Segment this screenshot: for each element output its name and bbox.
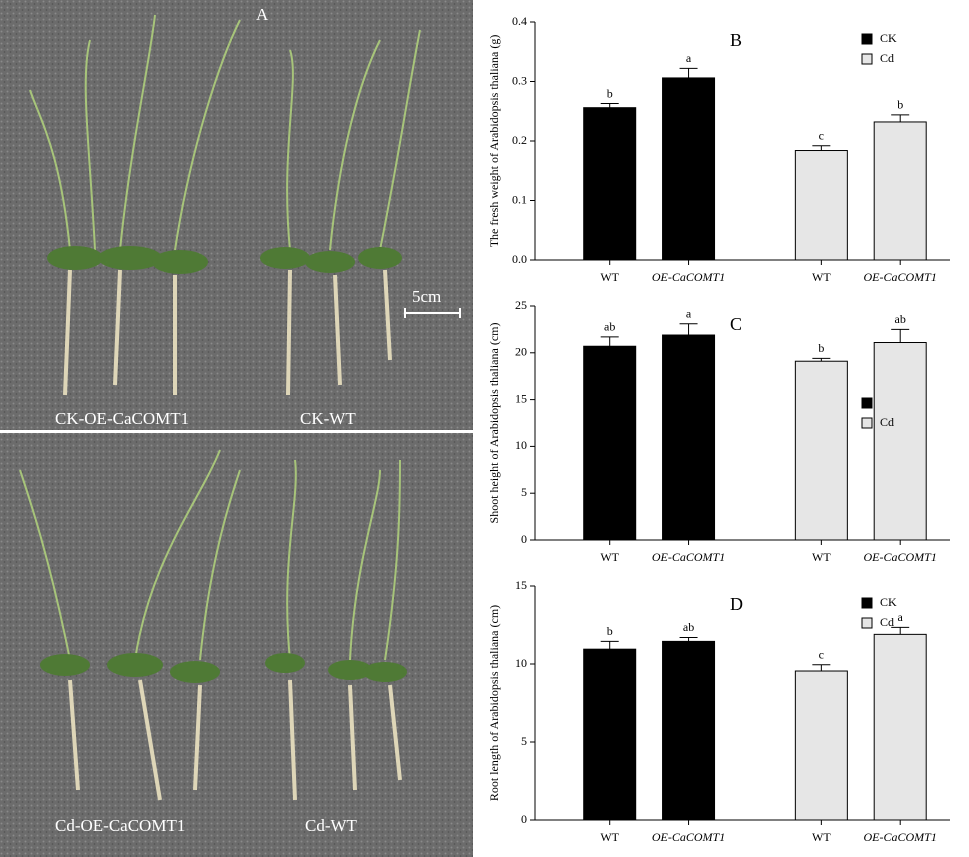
error-bar — [600, 103, 619, 108]
error-bar — [600, 336, 619, 347]
significance-letter: b — [897, 98, 903, 112]
y-axis-label: Shoot height of Arabidopsis thaliana (cm… — [487, 323, 501, 524]
legend-swatch — [861, 617, 873, 629]
error-bar — [812, 145, 831, 151]
y-axis-label: The fresh weight of Arabidopsis thaliana… — [487, 35, 501, 248]
x-tick-label: WT — [812, 830, 831, 844]
error-bar — [679, 323, 698, 336]
y-tick-label: 25 — [515, 298, 527, 312]
error-bar — [812, 664, 831, 672]
legend-label: Cd — [880, 615, 894, 629]
y-tick-label: 0.3 — [512, 73, 527, 87]
bar — [583, 648, 637, 821]
y-tick-label: 5 — [521, 485, 527, 499]
legend-label: CK — [880, 31, 897, 45]
significance-letter: c — [819, 129, 824, 143]
caption: Cd-OE-CaCOMT1 — [55, 816, 185, 835]
legend-label: CK — [880, 595, 897, 609]
significance-letter: ab — [895, 312, 906, 326]
bar — [662, 334, 716, 541]
caption: Cd-WT — [305, 816, 358, 835]
y-tick-label: 20 — [515, 345, 527, 359]
legend-swatch — [861, 417, 873, 429]
legend-swatch — [861, 397, 873, 409]
significance-letter: b — [818, 341, 824, 355]
error-bar — [679, 67, 698, 78]
x-tick-label: OE-CaCOMT1 — [652, 550, 725, 564]
bar — [583, 345, 637, 541]
y-tick-label: 10 — [515, 656, 527, 670]
x-tick-label: OE-CaCOMT1 — [652, 270, 725, 284]
panel-label: C — [730, 314, 742, 334]
legend-label: Cd — [880, 51, 894, 65]
significance-letter: b — [607, 624, 613, 638]
y-tick-label: 15 — [515, 578, 527, 592]
error-bar — [600, 640, 619, 650]
photo: A 5cm CK-OE-CaCOMT1 CK-WT Cd-OE-CaCOMT1 … — [0, 0, 473, 857]
x-tick-label: WT — [600, 550, 619, 564]
legend-swatch — [861, 597, 873, 609]
legend-label: Cd — [880, 415, 894, 429]
error-bar — [812, 357, 831, 362]
x-tick-label: WT — [600, 830, 619, 844]
significance-letter: ab — [604, 320, 615, 334]
y-tick-label: 0.0 — [512, 252, 527, 266]
significance-letter: a — [686, 307, 692, 321]
bar — [662, 640, 716, 821]
y-tick-label: 0 — [521, 532, 527, 546]
error-bar — [891, 328, 910, 343]
significance-letter: a — [686, 51, 692, 65]
x-tick-label: WT — [812, 270, 831, 284]
error-bar — [891, 114, 910, 122]
y-tick-label: 0.4 — [512, 14, 527, 28]
x-tick-label: OE-CaCOMT1 — [864, 550, 937, 564]
scale-bar-label: 5cm — [412, 287, 441, 306]
bar — [873, 633, 927, 821]
x-tick-label: OE-CaCOMT1 — [864, 270, 937, 284]
panel-label: A — [256, 5, 269, 24]
bar — [794, 150, 848, 261]
y-tick-label: 15 — [515, 391, 527, 405]
legend-swatch — [861, 53, 873, 65]
error-bar — [891, 626, 910, 635]
bar — [873, 121, 927, 261]
y-tick-label: 10 — [515, 438, 527, 452]
x-tick-label: WT — [812, 550, 831, 564]
error-bar — [679, 636, 698, 642]
y-axis-label: Root length of Arabidopsis thaliana (cm) — [487, 605, 501, 801]
bar — [873, 342, 927, 541]
y-tick-label: 0.1 — [512, 192, 527, 206]
x-tick-label: WT — [600, 270, 619, 284]
significance-letter: c — [819, 648, 824, 662]
significance-letter: ab — [683, 620, 694, 634]
caption: CK-OE-CaCOMT1 — [55, 409, 189, 428]
panel-label: D — [730, 594, 743, 614]
bar — [794, 360, 848, 541]
y-tick-label: 0.2 — [512, 133, 527, 147]
bar — [583, 107, 637, 261]
significance-letter: b — [607, 86, 613, 100]
x-tick-label: OE-CaCOMT1 — [864, 830, 937, 844]
y-tick-label: 0 — [521, 812, 527, 826]
significance-letter: a — [898, 610, 904, 624]
x-tick-label: OE-CaCOMT1 — [652, 830, 725, 844]
legend-swatch — [861, 33, 873, 45]
y-tick-label: 5 — [521, 734, 527, 748]
panel-label: B — [730, 30, 742, 50]
bar — [794, 670, 848, 821]
caption: CK-WT — [300, 409, 356, 428]
bar — [662, 77, 716, 261]
